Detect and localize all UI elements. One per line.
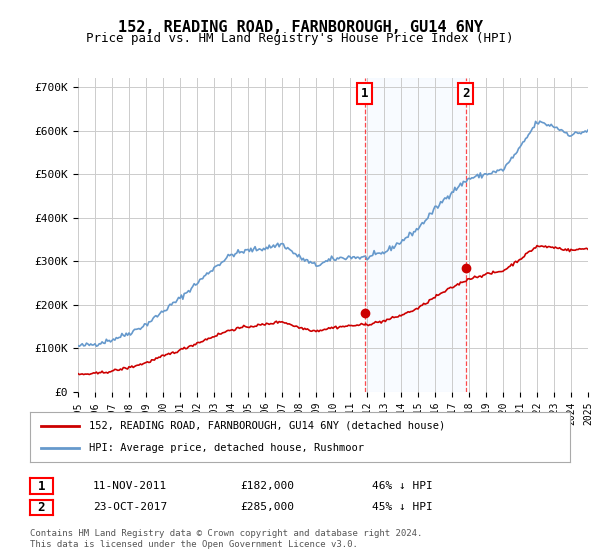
Text: Contains HM Land Registry data © Crown copyright and database right 2024.
This d: Contains HM Land Registry data © Crown c… [30, 529, 422, 549]
Text: HPI: Average price, detached house, Rushmoor: HPI: Average price, detached house, Rush… [89, 443, 364, 453]
Text: £182,000: £182,000 [240, 481, 294, 491]
Text: 45% ↓ HPI: 45% ↓ HPI [372, 502, 433, 512]
Text: 2: 2 [462, 87, 470, 100]
Text: 2: 2 [38, 501, 45, 514]
Text: 23-OCT-2017: 23-OCT-2017 [93, 502, 167, 512]
Text: 152, READING ROAD, FARNBOROUGH, GU14 6NY (detached house): 152, READING ROAD, FARNBOROUGH, GU14 6NY… [89, 421, 446, 431]
Text: Price paid vs. HM Land Registry's House Price Index (HPI): Price paid vs. HM Land Registry's House … [86, 32, 514, 45]
Text: 1: 1 [38, 479, 45, 493]
Text: 152, READING ROAD, FARNBOROUGH, GU14 6NY: 152, READING ROAD, FARNBOROUGH, GU14 6NY [118, 20, 482, 35]
Text: 46% ↓ HPI: 46% ↓ HPI [372, 481, 433, 491]
Bar [365, 78, 466, 392]
Text: £285,000: £285,000 [240, 502, 294, 512]
Text: 1: 1 [361, 87, 368, 100]
Text: 11-NOV-2011: 11-NOV-2011 [93, 481, 167, 491]
